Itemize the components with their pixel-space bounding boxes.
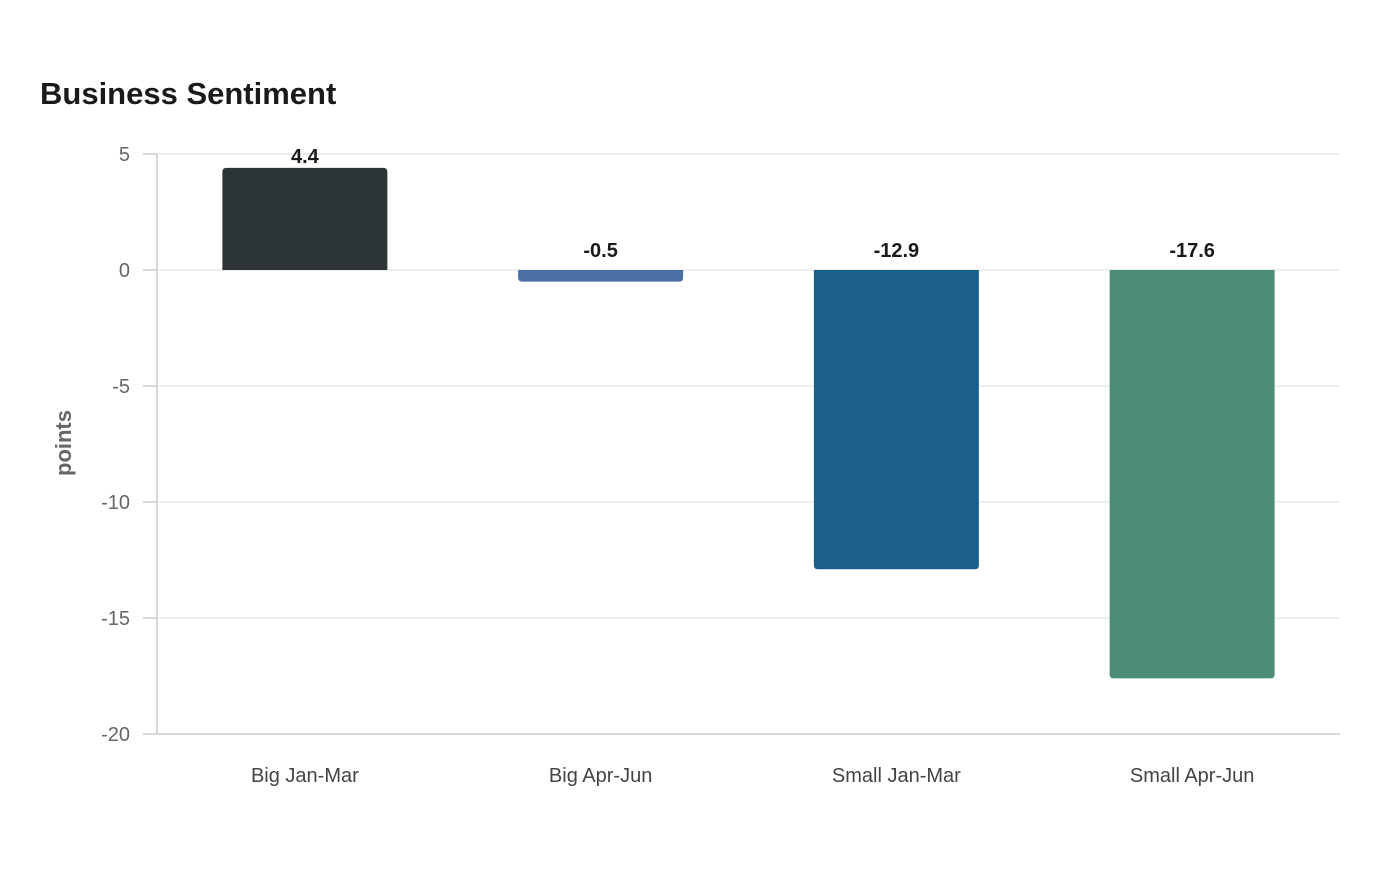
y-tick-label: 5	[119, 144, 130, 166]
y-tick-label: 0	[119, 260, 130, 282]
y-tick-label: -20	[101, 724, 130, 746]
data-label: -12.9	[874, 240, 920, 262]
x-tick-label: Big Apr-Jun	[549, 765, 652, 787]
data-label: -0.5	[583, 240, 617, 262]
chart-title: Business Sentiment	[40, 76, 337, 111]
bar	[518, 270, 684, 282]
axes: 5 0 -5 -10 -15 -20 points	[51, 144, 1340, 746]
data-label: 4.4	[291, 146, 320, 168]
x-tick-label: Big Jan-Mar	[251, 765, 359, 787]
bar	[813, 270, 979, 570]
bar	[1109, 270, 1275, 679]
y-axis-title: points	[51, 410, 76, 476]
labels: 4.4 Big Jan-Mar -0.5 Big Apr-Jun -12.9 Small …	[251, 146, 1254, 787]
bar	[222, 167, 388, 270]
x-tick-label: Small Apr-Jun	[1130, 765, 1255, 787]
data-label: -17.6	[1169, 240, 1215, 262]
y-tick-label: -5	[112, 376, 130, 398]
bars	[222, 167, 1275, 679]
y-tick-label: -15	[101, 608, 130, 630]
y-tick-label: -10	[101, 492, 130, 514]
x-tick-label: Small Jan-Mar	[832, 765, 961, 787]
